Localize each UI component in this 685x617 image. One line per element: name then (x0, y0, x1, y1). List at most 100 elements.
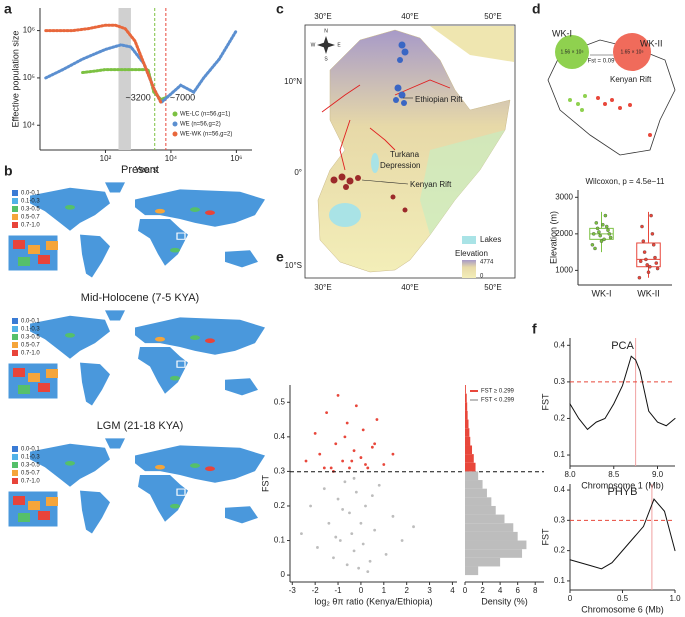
fst-label: Fst = 0.09 (588, 59, 616, 65)
lon-label: 50°E (484, 283, 501, 292)
continent (80, 490, 110, 534)
point (359, 456, 363, 459)
legend-label: 0.0-0.1 (21, 191, 40, 197)
inset-patch (28, 373, 40, 382)
point (377, 483, 381, 487)
legend-swatch (12, 318, 18, 324)
label: Ethiopian Rift (415, 95, 463, 104)
bar (465, 428, 470, 437)
lakes-swatch (462, 236, 476, 244)
legend-label: 0.5-0.7 (21, 471, 40, 477)
point (334, 535, 338, 539)
site (394, 84, 402, 92)
bar (465, 419, 469, 429)
focus-box (176, 360, 186, 368)
point (336, 497, 340, 501)
point (370, 445, 374, 449)
bar (465, 514, 505, 524)
bar (465, 557, 501, 567)
point (352, 449, 356, 453)
x-tick-label: -2 (312, 586, 320, 595)
map-c: Ethiopian Rift Turkana Depression Kenyan… (284, 12, 516, 292)
x-tick-label: 3 (427, 586, 432, 595)
site (398, 41, 406, 49)
compass-label: S (324, 56, 328, 62)
point (354, 404, 358, 408)
y-tick-label: 0.5 (274, 397, 286, 406)
x-tick-label: 10⁶ (230, 154, 242, 163)
continent (105, 310, 125, 321)
legend-swatch (12, 198, 18, 204)
point (336, 393, 340, 397)
point (646, 270, 651, 274)
x-axis-label: Chromosome 6 (Mb) (581, 604, 664, 614)
site (393, 97, 399, 103)
y-tick-label: 10⁶ (23, 26, 35, 35)
panel-letter: a (4, 1, 12, 17)
legend-label: WE (n=56,g=2) (180, 122, 221, 128)
y-tick-label: 0.1 (274, 536, 286, 545)
site (401, 48, 409, 56)
point (593, 246, 597, 251)
inset-patch (38, 511, 50, 520)
legend-swatch (12, 462, 18, 468)
x-tick-label: 1.0 (669, 594, 681, 603)
lon-label: 40°E (401, 12, 418, 21)
hotspot (205, 338, 215, 344)
point (384, 552, 388, 556)
site (402, 207, 408, 213)
leader (361, 179, 409, 185)
y-axis-label: Elevation (m) (548, 211, 558, 264)
point (368, 559, 372, 563)
bar (465, 488, 487, 498)
site (346, 177, 354, 185)
point (345, 563, 349, 567)
hotspot (205, 210, 215, 216)
inset (7, 490, 59, 528)
legend-swatch (12, 478, 18, 484)
legend-marker (172, 131, 178, 137)
point (653, 255, 657, 260)
continent (138, 219, 188, 266)
point (638, 259, 643, 263)
point (601, 222, 605, 227)
x-tick-label: 8.5 (608, 470, 620, 479)
compass-label: E (337, 42, 341, 48)
point (329, 466, 333, 470)
site (583, 94, 587, 98)
inset-patch (46, 497, 58, 506)
point (350, 532, 354, 536)
point (350, 459, 354, 463)
continent (225, 506, 258, 524)
x-axis-label: Chromosome 1 (Mb) (581, 480, 664, 490)
point (642, 250, 647, 254)
legend-label: 0.3-0.5 (21, 335, 40, 341)
x-tick-label: -1 (334, 586, 342, 595)
continent (135, 445, 265, 483)
hotspot (65, 460, 75, 466)
site (580, 108, 584, 112)
legend-label: WE-WK (n=56,g=2) (180, 132, 232, 138)
point (341, 459, 345, 463)
legend-label: WE-LC (n=56,g=1) (180, 112, 230, 118)
bar (465, 402, 468, 411)
site (596, 96, 600, 100)
rift-label: Kenyan Rift (610, 75, 652, 84)
lon-label: 30°E (314, 283, 331, 292)
continent (105, 182, 125, 193)
hotspot (65, 332, 75, 338)
point (591, 232, 596, 236)
legend-swatch (470, 390, 478, 392)
panel-letter: c (276, 1, 284, 17)
point (382, 463, 386, 466)
point (313, 431, 317, 435)
bar (465, 385, 466, 394)
we-points (393, 41, 409, 106)
hotspot (190, 207, 200, 212)
y-axis-label: FST (540, 393, 550, 411)
legend-swatch (12, 446, 18, 452)
point (608, 235, 613, 240)
panel-letter: d (532, 1, 541, 17)
legend-title: Elevation (455, 249, 488, 258)
point (352, 476, 356, 480)
